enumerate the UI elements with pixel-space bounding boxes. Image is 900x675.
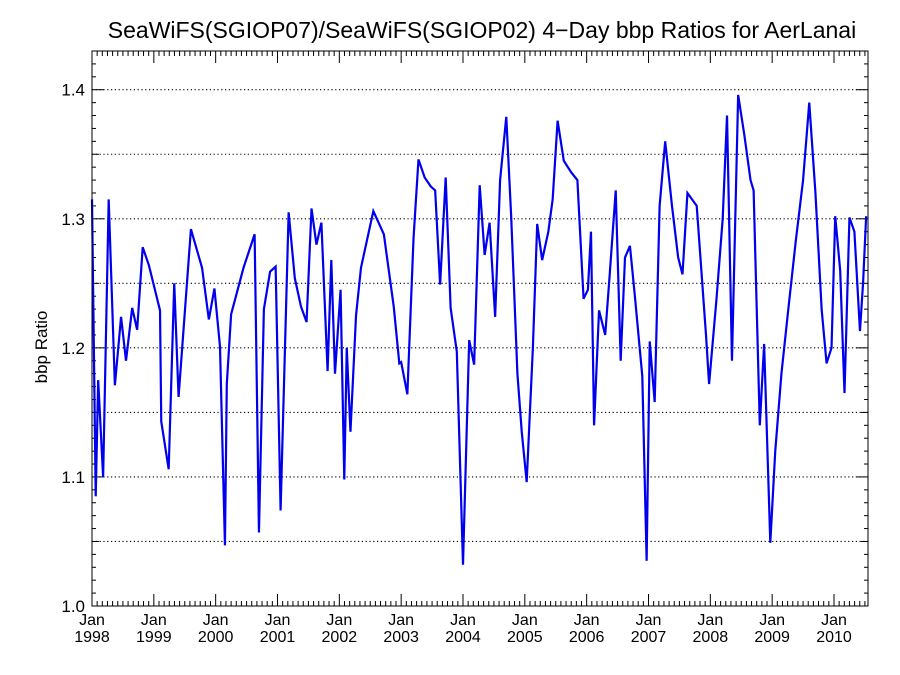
x-tick-label-year: 1998 xyxy=(74,629,110,646)
x-tick-label-month: Jan xyxy=(79,612,105,629)
y-tick-label: 1.1 xyxy=(61,468,85,487)
axis-ticks xyxy=(91,50,868,607)
x-tick-label-month: Jan xyxy=(388,612,414,629)
x-tick-label-year: 2009 xyxy=(754,629,790,646)
y-tick-label: 1.2 xyxy=(61,339,85,358)
x-tick-labels: Jan1998Jan1999Jan2000Jan2001Jan2002Jan20… xyxy=(74,612,852,646)
x-tick-label-year: 2005 xyxy=(507,629,543,646)
x-tick-label-year: 2010 xyxy=(816,629,852,646)
y-tick-labels: 1.0 1.1 1.2 1.3 1.4 xyxy=(61,81,85,616)
plot-frame xyxy=(91,50,869,607)
x-tick-label-month: Jan xyxy=(697,612,723,629)
x-tick-label-month: Jan xyxy=(326,612,352,629)
x-tick-label-year: 2001 xyxy=(260,629,296,646)
series-layer xyxy=(90,94,868,565)
x-tick-label-month: Jan xyxy=(759,612,785,629)
y-tick-label: 1.3 xyxy=(61,210,85,229)
x-tick-label-month: Jan xyxy=(450,612,476,629)
x-tick-label-month: Jan xyxy=(141,612,167,629)
x-tick-label-month: Jan xyxy=(574,612,600,629)
x-tick-label-year: 2002 xyxy=(322,629,358,646)
x-tick-label-year: 2000 xyxy=(198,629,234,646)
x-tick-label-year: 2003 xyxy=(383,629,419,646)
x-tick-label-year: 2007 xyxy=(631,629,667,646)
series-line xyxy=(90,94,868,565)
x-tick-label-month: Jan xyxy=(265,612,291,629)
x-tick-label-month: Jan xyxy=(203,612,229,629)
y-tick-label: 1.0 xyxy=(61,597,85,616)
x-tick-label-month: Jan xyxy=(821,612,847,629)
x-tick-label-year: 1999 xyxy=(136,629,172,646)
x-tick-label-year: 2004 xyxy=(445,629,481,646)
x-tick-label-year: 2008 xyxy=(693,629,729,646)
x-tick-label-year: 2006 xyxy=(569,629,605,646)
x-tick-label-month: Jan xyxy=(512,612,538,629)
y-axis-label: bbp Ratio xyxy=(32,311,51,384)
y-tick-label: 1.4 xyxy=(61,81,85,100)
chart-title: SeaWiFS(SGIOP07)/SeaWiFS(SGIOP02) 4−Day … xyxy=(108,17,856,43)
x-tick-label-month: Jan xyxy=(636,612,662,629)
